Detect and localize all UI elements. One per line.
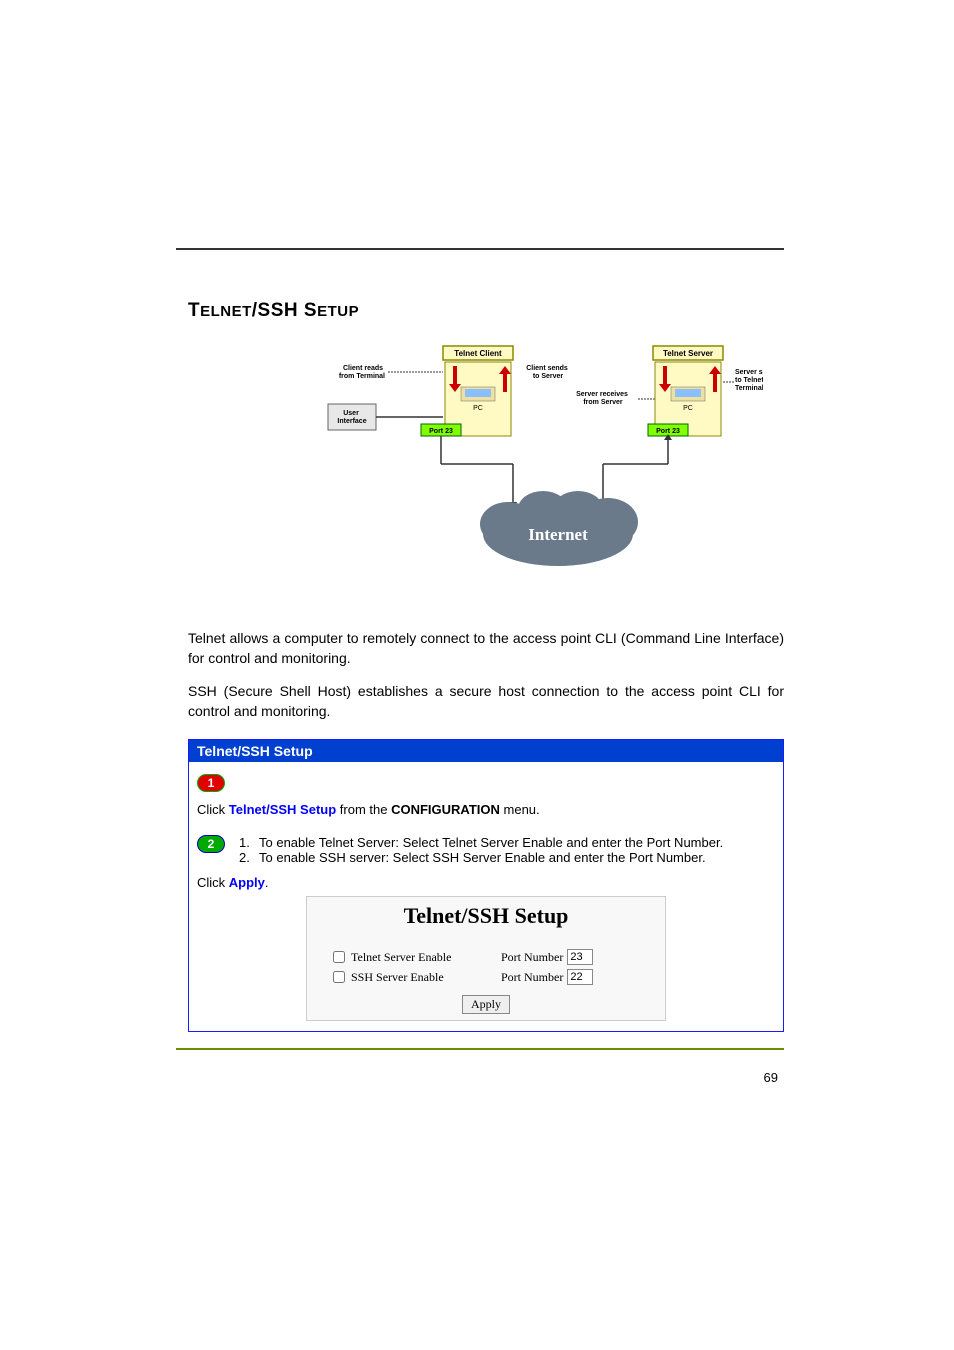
server-receives-label: Server receives from Server (576, 391, 630, 406)
ssh-port-label: Port Number (501, 970, 563, 985)
step1-pre: Click (197, 802, 229, 817)
internet-label: Internet (528, 525, 588, 544)
apply-label: Apply (229, 875, 265, 890)
page-number: 69 (764, 1070, 778, 1085)
telnet-client-label: Telnet Client (454, 349, 502, 358)
server-port-label: Port 23 (656, 428, 680, 435)
description-p2: SSH (Secure Shell Host) establishes a se… (188, 682, 784, 721)
step1-mid: from the (336, 802, 391, 817)
client-sends-label: Client sends to Server (526, 365, 570, 380)
inner-form: Telnet/SSH Setup Telnet Server Enable Po… (306, 896, 666, 1021)
step2-item-1-text: To enable Telnet Server: Select Telnet S… (259, 835, 723, 850)
step1-link: Telnet/SSH Setup (229, 802, 336, 817)
form-title: Telnet/SSH Setup (313, 903, 659, 933)
description-block: Telnet allows a computer to remotely con… (188, 629, 784, 721)
step2-item-2-text: To enable SSH server: Select SSH Server … (259, 850, 706, 865)
client-port-label: Port 23 (429, 428, 453, 435)
diagram-svg: Telnet Client Telnet Server Client reads… (283, 344, 763, 579)
title-text: TELNET/SSH SETUP (188, 300, 359, 321)
step-1: 1 Click Telnet/SSH Setup from the CONFIG… (197, 774, 775, 817)
apply-button-row: Apply (313, 995, 659, 1014)
ssh-label: SSH Server Enable (351, 970, 491, 985)
telnet-diagram: Telnet Client Telnet Server Client reads… (283, 344, 763, 579)
cloud-bump-4 (553, 491, 603, 527)
ssh-row: SSH Server Enable Port Number (313, 969, 659, 985)
user-interface-box (328, 404, 376, 430)
top-rule (176, 248, 784, 250)
step-2-badge: 2 (197, 835, 225, 853)
main-content: TELNET/SSH SETUP Telnet Client Telnet Se… (188, 300, 784, 1032)
panel-header: Telnet/SSH Setup (189, 740, 783, 762)
client-reads-label: Client reads from Terminal (339, 365, 385, 380)
step2-item-1: 1.To enable Telnet Server: Select Telnet… (239, 835, 723, 850)
apply-pre: Click (197, 875, 229, 890)
client-pc-screen (465, 389, 491, 397)
step1-menu: CONFIGURATION (391, 802, 500, 817)
bottom-rule (176, 1048, 784, 1050)
panel-body: 1 Click Telnet/SSH Setup from the CONFIG… (189, 762, 783, 1031)
setup-panel: Telnet/SSH Setup 1 Click Telnet/SSH Setu… (188, 739, 784, 1032)
server-sends-label: Server sends to Telnet Terminal (735, 369, 763, 392)
apply-post: . (265, 875, 269, 890)
step-2-list: 1.To enable Telnet Server: Select Telnet… (239, 835, 723, 865)
telnet-port-label: Port Number (501, 950, 563, 965)
telnet-label: Telnet Server Enable (351, 950, 491, 965)
ssh-port-input[interactable] (567, 969, 593, 985)
telnet-checkbox[interactable] (333, 951, 345, 963)
ssh-checkbox[interactable] (333, 971, 345, 983)
server-pc-screen (675, 389, 701, 397)
server-pc-label: PC (683, 405, 693, 412)
apply-instruction: Click Apply. (197, 875, 775, 890)
step2-item-2: 2.To enable SSH server: Select SSH Serve… (239, 850, 723, 865)
step-2: 2 1.To enable Telnet Server: Select Teln… (197, 835, 775, 865)
telnet-server-label: Telnet Server (663, 349, 713, 358)
client-pc-label: PC (473, 405, 483, 412)
step-1-badge: 1 (197, 774, 225, 792)
step-1-text: Click Telnet/SSH Setup from the CONFIGUR… (197, 802, 775, 817)
description-p1: Telnet allows a computer to remotely con… (188, 629, 784, 668)
step1-post: menu. (500, 802, 540, 817)
apply-button[interactable]: Apply (462, 995, 510, 1014)
telnet-port-input[interactable] (567, 949, 593, 965)
section-title: TELNET/SSH SETUP (188, 300, 784, 322)
telnet-row: Telnet Server Enable Port Number (313, 949, 659, 965)
